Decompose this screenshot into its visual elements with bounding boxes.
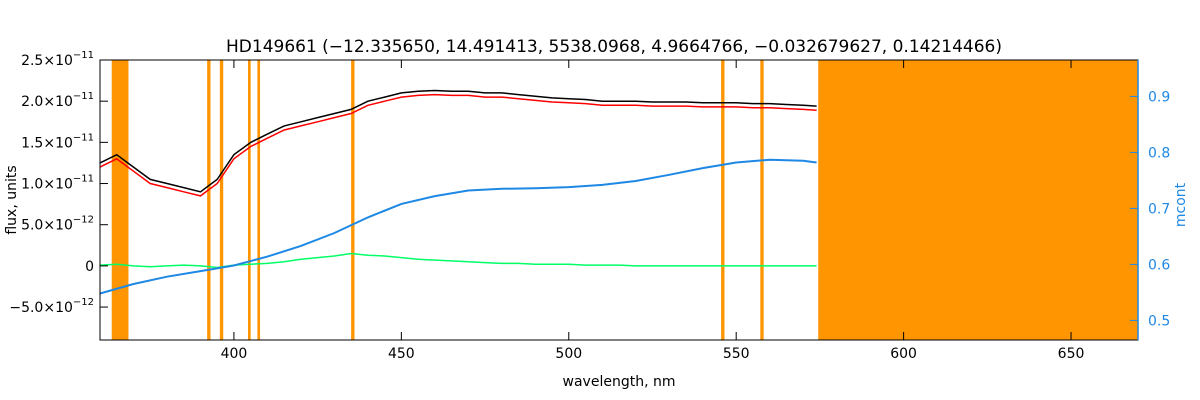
- x-tick-label: 400: [221, 346, 248, 362]
- masked-region-2: [219, 60, 224, 340]
- masked-region-5: [351, 60, 355, 340]
- y-axis-ticks: −5.0×10−12 0 5.0×10−12 1.0×10−11 1.5×10−11 2.…: [9, 50, 108, 316]
- series-line-1: [99, 93, 817, 197]
- y-tick-label: 1.0×10−11: [21, 174, 94, 193]
- masked-region-8: [818, 60, 1138, 340]
- y2-tick-label: 0.9: [1148, 89, 1170, 105]
- masked-region-7: [760, 60, 764, 340]
- x-axis-ticks: 400 450 500 550 600 650: [221, 60, 1085, 362]
- y-tick-label: 5.0×10−12: [21, 215, 94, 234]
- y-tick-label: 1.5×10−11: [21, 132, 94, 151]
- y2-axis-ticks: 0.5 0.6 0.7 0.8 0.9: [1130, 89, 1170, 329]
- x-axis-title: wavelength, nm: [563, 374, 676, 390]
- x-tick-label: 650: [1058, 346, 1085, 362]
- chart-title: HD149661 (−12.335650, 14.491413, 5538.09…: [226, 37, 1002, 57]
- x-tick-label: 600: [890, 346, 917, 362]
- series-line-3: [99, 158, 817, 295]
- masked-regions: [111, 60, 1138, 340]
- y-tick-label: 2.5×10−11: [21, 50, 94, 69]
- y2-tick-label: 0.8: [1148, 145, 1170, 161]
- masked-region-0: [111, 60, 129, 340]
- x-tick-label: 500: [555, 346, 582, 362]
- x-tick-label: 550: [723, 346, 750, 362]
- y2-tick-label: 0.6: [1148, 257, 1170, 273]
- series-lines: [99, 89, 817, 295]
- y2-axis-title: mcont: [1173, 182, 1189, 227]
- masked-region-6: [721, 60, 725, 340]
- y-tick-label: 2.0×10−11: [21, 91, 94, 110]
- series-line-0: [99, 89, 817, 193]
- masked-region-3: [247, 60, 251, 340]
- y2-tick-label: 0.5: [1148, 313, 1170, 329]
- y-tick-label: 0: [85, 259, 94, 275]
- y-tick-label: −5.0×10−12: [9, 297, 94, 316]
- masked-region-1: [207, 60, 211, 340]
- x-tick-label: 450: [388, 346, 415, 362]
- y-axis-title: flux, units: [4, 165, 20, 234]
- masked-region-4: [257, 60, 261, 340]
- y2-tick-label: 0.7: [1148, 201, 1170, 217]
